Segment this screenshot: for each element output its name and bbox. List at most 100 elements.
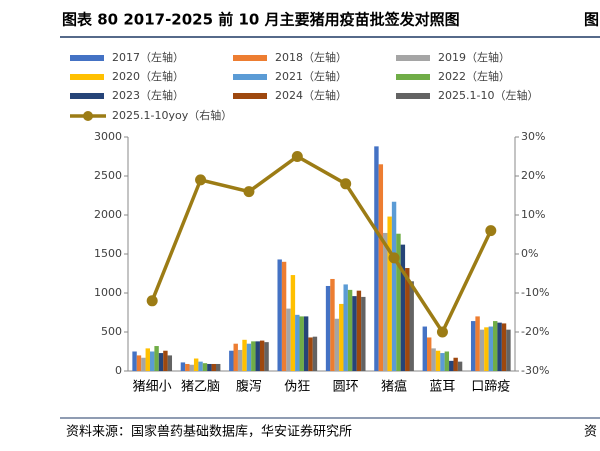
- marker: [291, 151, 303, 162]
- bar: [435, 350, 441, 371]
- bar: [233, 343, 238, 371]
- bar: [378, 164, 384, 371]
- bar: [339, 303, 344, 371]
- x-tick-label: 蓝耳: [429, 380, 455, 395]
- source: 资料来源：国家兽药基础数据库，华安证券研究所: [66, 424, 352, 440]
- bar: [493, 321, 498, 371]
- legend-label: 2019（左轴）: [438, 50, 510, 64]
- bar: [488, 326, 494, 371]
- bar: [149, 351, 155, 371]
- legend-label: 2020（左轴）: [112, 69, 184, 83]
- x-tick-label: 猪乙脑: [181, 380, 220, 395]
- bar: [198, 361, 203, 371]
- bar: [132, 351, 137, 371]
- x-tick-label: 腹泻: [236, 379, 262, 395]
- bar: [444, 351, 450, 371]
- bar: [497, 322, 502, 371]
- bar: [303, 316, 309, 371]
- bar: [154, 346, 159, 371]
- bar: [215, 363, 221, 371]
- bar: [167, 355, 173, 371]
- y-tick-label: 0: [115, 364, 122, 377]
- bar: [229, 350, 234, 371]
- legend-swatch: [233, 74, 267, 80]
- bar: [427, 337, 432, 371]
- bar: [158, 353, 164, 371]
- bar: [347, 289, 353, 371]
- marker: [243, 186, 255, 198]
- legend-swatch: [83, 111, 93, 121]
- bar: [185, 363, 190, 371]
- y-tick-label: 1000: [94, 286, 122, 299]
- bar: [246, 343, 252, 371]
- marker: [388, 252, 400, 264]
- bar: [295, 314, 300, 371]
- bar: [352, 296, 357, 371]
- legend-swatch: [396, 93, 430, 99]
- bar: [387, 216, 392, 371]
- bar: [180, 362, 186, 371]
- bar: [431, 348, 436, 371]
- bar: [299, 316, 304, 371]
- bar: [207, 363, 212, 371]
- bar: [163, 350, 168, 371]
- bar: [356, 290, 362, 371]
- bar: [440, 353, 445, 371]
- bar: [312, 336, 318, 371]
- legend-label: 2023（左轴）: [112, 88, 184, 102]
- bar: [409, 281, 414, 371]
- bar: [361, 296, 366, 371]
- bar: [501, 323, 507, 371]
- bar: [202, 363, 208, 371]
- legend-label: 2018（左轴）: [275, 50, 347, 64]
- bar: [422, 326, 428, 371]
- y2-tick-label: 20%: [521, 169, 545, 182]
- bar: [136, 355, 142, 371]
- bar: [189, 364, 194, 371]
- bar: [251, 341, 256, 371]
- legend-label: 2017（左轴）: [112, 50, 184, 64]
- bar: [259, 340, 265, 371]
- y-tick-label: 1500: [94, 247, 122, 260]
- legend-swatch: [70, 55, 104, 61]
- bar: [506, 329, 511, 371]
- bar: [374, 146, 379, 371]
- legend-swatch: [396, 55, 430, 61]
- bar: [405, 268, 410, 371]
- bar: [400, 244, 406, 371]
- marker: [436, 326, 448, 338]
- marker: [195, 174, 207, 186]
- x-tick-label: 伪狂: [284, 380, 310, 395]
- legend-label: 2021（左轴）: [275, 69, 347, 83]
- bar: [325, 285, 331, 371]
- legend-swatch: [70, 74, 104, 80]
- bar: [242, 339, 247, 371]
- marker: [485, 225, 497, 237]
- legend-swatch: [396, 74, 430, 80]
- bar: [277, 259, 282, 371]
- legend-label: 2025.1-10（左轴）: [438, 88, 538, 102]
- legend-swatch: [70, 93, 104, 99]
- y-tick-label: 2000: [94, 208, 122, 221]
- bar: [334, 318, 340, 371]
- cut-text: 图: [584, 11, 599, 29]
- y2-tick-label: -10%: [521, 286, 549, 299]
- bar: [470, 321, 476, 371]
- bar: [449, 360, 454, 371]
- bar: [290, 275, 296, 371]
- cut-text: 资: [584, 425, 597, 440]
- y-tick-label: 2500: [94, 169, 122, 182]
- bar: [457, 361, 463, 371]
- bar: [141, 357, 146, 371]
- chart-title: 图表 80 2017-2025 前 10 月主要猪用疫苗批签发对照图: [62, 11, 460, 29]
- bar: [255, 341, 260, 371]
- bar: [479, 329, 485, 371]
- legend-label: 2022（左轴）: [438, 69, 510, 83]
- bar: [391, 201, 397, 371]
- x-tick-label: 圆环: [333, 380, 359, 395]
- x-tick-label: 猪细小: [133, 380, 172, 395]
- y2-tick-label: -20%: [521, 325, 549, 338]
- bar: [264, 342, 269, 371]
- bar: [330, 278, 335, 371]
- bar: [396, 233, 401, 371]
